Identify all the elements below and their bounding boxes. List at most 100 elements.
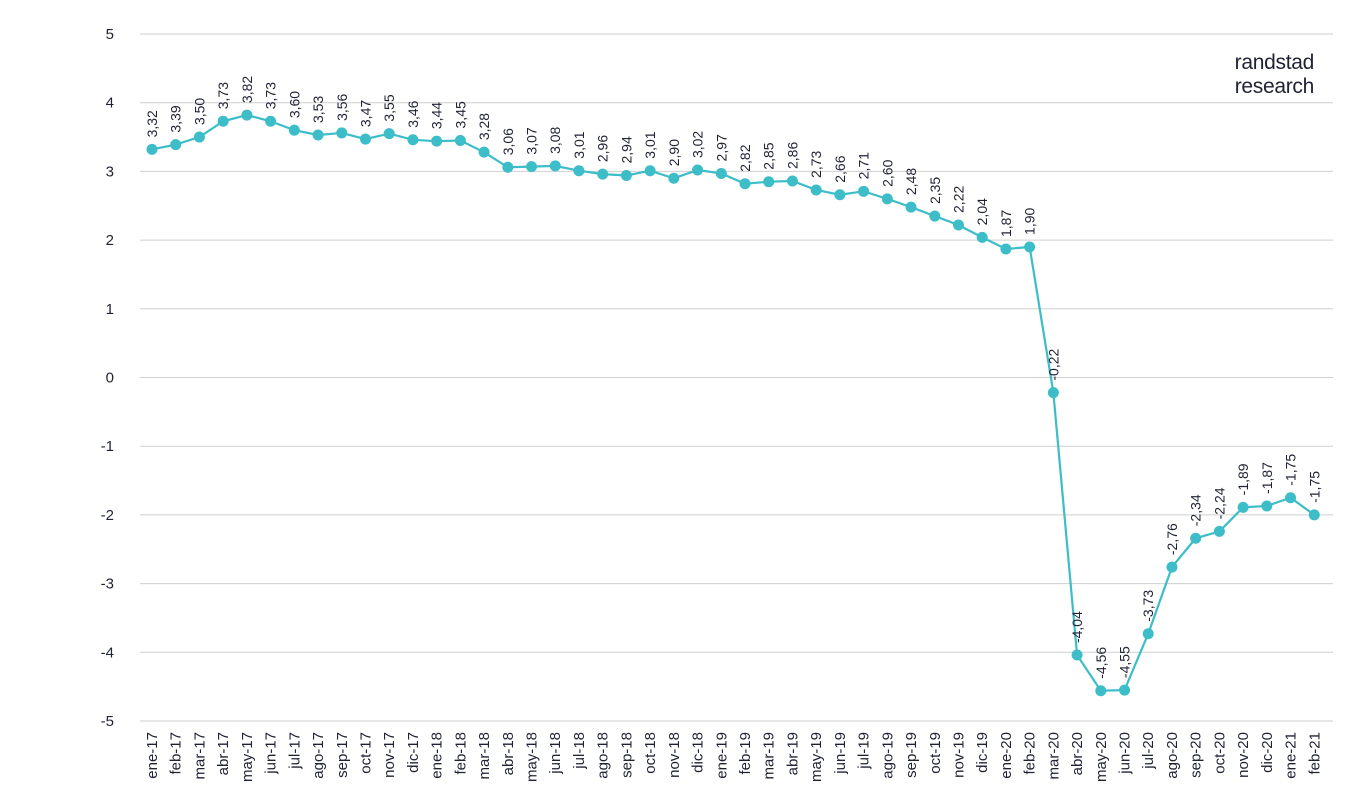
x-tick-label: may-20 xyxy=(1093,732,1110,782)
data-point xyxy=(1166,561,1178,573)
y-tick-label: -4 xyxy=(101,644,114,661)
y-tick-label: -2 xyxy=(101,507,114,524)
data-label: 3,60 xyxy=(286,91,302,118)
data-point xyxy=(1000,243,1012,255)
data-label: -4,55 xyxy=(1117,646,1133,678)
data-point xyxy=(265,115,277,127)
x-tick-label: jun-19 xyxy=(832,732,849,775)
data-label: 3,47 xyxy=(357,100,373,127)
data-point xyxy=(1119,684,1131,696)
y-tick-label: 4 xyxy=(106,95,114,112)
data-label: 2,85 xyxy=(761,142,777,169)
data-label: 2,60 xyxy=(879,159,895,186)
data-label: 1,90 xyxy=(1022,208,1038,235)
data-point xyxy=(905,201,917,213)
data-labels: 3,32 3,39 3,50 3,73 3,82 3,73 3,60 3,53 3,56 3,47… xyxy=(144,76,1322,679)
x-tick-label: oct-20 xyxy=(1211,732,1228,774)
x-tick-label: jun-20 xyxy=(1117,732,1134,775)
data-point xyxy=(1213,525,1225,537)
y-tick-label: -5 xyxy=(101,713,114,730)
x-tick-label: abr-19 xyxy=(784,732,801,775)
x-tick-label: jul-18 xyxy=(571,732,588,770)
data-label: -1,75 xyxy=(1283,454,1299,486)
y-tick-label: 5 xyxy=(106,26,114,43)
x-tick-label: oct-17 xyxy=(357,732,374,774)
data-point xyxy=(217,115,229,127)
data-point xyxy=(1024,241,1036,253)
data-label: 2,66 xyxy=(832,155,848,182)
data-label: -0,22 xyxy=(1045,348,1061,380)
x-tick-label: may-17 xyxy=(239,732,256,782)
data-label: 3,73 xyxy=(263,82,279,109)
data-point xyxy=(1308,509,1320,521)
data-point xyxy=(1095,685,1107,697)
y-tick-label: -1 xyxy=(101,438,114,455)
data-label: 3,07 xyxy=(524,127,540,154)
x-tick-label: ene-18 xyxy=(429,732,446,779)
x-tick-label: ene-21 xyxy=(1283,732,1300,779)
data-point xyxy=(976,231,988,243)
data-point xyxy=(597,168,609,180)
data-label: 3,50 xyxy=(191,98,207,125)
data-label: 1,87 xyxy=(998,210,1014,237)
data-point xyxy=(1237,501,1249,513)
data-label: 3,56 xyxy=(334,93,350,120)
x-tick-label: may-19 xyxy=(808,732,825,782)
x-tick-label: oct-19 xyxy=(927,732,944,774)
x-tick-label: ago-20 xyxy=(1164,732,1181,779)
x-tick-label: abr-18 xyxy=(500,732,517,775)
x-tick-label: ago-17 xyxy=(310,732,327,779)
x-tick-label: mar-17 xyxy=(191,732,208,780)
y-tick-label: -3 xyxy=(101,576,114,593)
data-point xyxy=(336,127,348,139)
data-point xyxy=(929,210,941,222)
x-tick-label: feb-17 xyxy=(168,732,185,775)
x-tick-label: sep-20 xyxy=(1188,732,1205,778)
data-label: 2,71 xyxy=(856,152,872,179)
data-point xyxy=(478,146,490,158)
data-point xyxy=(810,184,822,196)
x-tick-label: dic-18 xyxy=(690,732,707,773)
data-label: 3,06 xyxy=(500,128,516,155)
x-tick-label: feb-20 xyxy=(1022,732,1039,775)
x-tick-label: sep-19 xyxy=(903,732,920,778)
data-point xyxy=(1261,500,1273,512)
data-point xyxy=(407,134,419,146)
x-tick-label: mar-20 xyxy=(1045,732,1062,780)
brand-logo: randstad research xyxy=(1235,51,1315,98)
data-point xyxy=(170,139,182,151)
x-tick-label: dic-17 xyxy=(405,732,422,773)
data-point xyxy=(454,134,466,146)
x-tick-label: sep-18 xyxy=(618,732,635,778)
x-tick-label: feb-21 xyxy=(1306,732,1323,775)
data-label: -1,89 xyxy=(1235,463,1251,495)
data-label: -1,75 xyxy=(1306,471,1322,503)
x-tick-label: mar-19 xyxy=(761,732,778,780)
data-point xyxy=(620,170,632,182)
x-tick-label: jul-17 xyxy=(286,732,303,770)
x-tick-label: abr-20 xyxy=(1069,732,1086,775)
data-point xyxy=(786,175,798,187)
data-point xyxy=(715,167,727,179)
data-point xyxy=(858,185,870,197)
x-tick-label: abr-17 xyxy=(215,732,232,775)
data-point xyxy=(288,124,300,136)
x-tick-label: feb-18 xyxy=(452,732,469,775)
data-point xyxy=(146,143,158,155)
x-tick-label: jul-20 xyxy=(1140,732,1157,770)
y-axis-ticks: 5 4 3 2 1 0 -1 -2 -3 -4 -5 xyxy=(101,26,114,730)
data-label: 3,01 xyxy=(642,131,658,158)
data-point xyxy=(881,193,893,205)
data-point xyxy=(1285,492,1297,504)
data-label: 2,86 xyxy=(784,142,800,169)
y-tick-label: 3 xyxy=(106,163,114,180)
data-label: -1,87 xyxy=(1259,462,1275,494)
data-point xyxy=(431,135,443,147)
data-point xyxy=(193,131,205,143)
data-point xyxy=(739,178,751,190)
x-tick-label: may-18 xyxy=(524,732,541,782)
x-tick-label: feb-19 xyxy=(737,732,754,775)
data-label: 3,28 xyxy=(476,113,492,140)
data-label: -2,76 xyxy=(1164,523,1180,555)
